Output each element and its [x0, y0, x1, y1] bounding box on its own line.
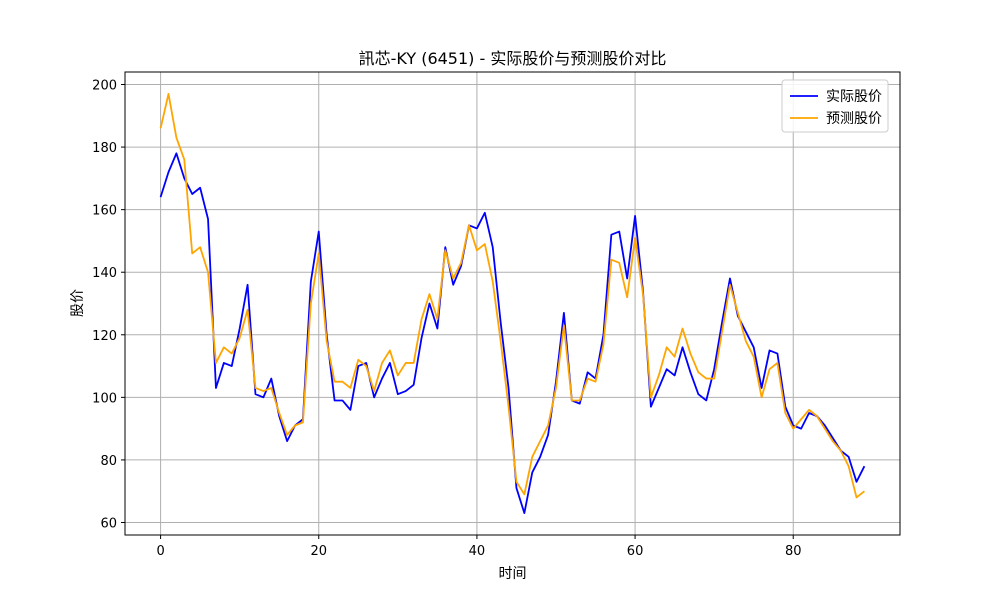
x-tick-label: 20 [310, 544, 327, 559]
x-tick-label: 60 [627, 544, 644, 559]
legend-label: 实际股价 [826, 89, 882, 105]
axis-ticks: 0 20 40 60 80 60 80 100 120 140 160 180 200 [92, 79, 801, 559]
y-tick-label: 100 [92, 391, 117, 406]
y-tick-label: 80 [100, 454, 117, 469]
chart-title: 訊芯-KY (6451) - 实际股价与预测股价对比 [359, 49, 667, 68]
y-tick-label: 160 [92, 204, 117, 219]
plot-series [159, 93, 866, 514]
series-line-predicted [159, 93, 865, 499]
legend-label: 预测股价 [826, 111, 882, 127]
legend-box [781, 79, 889, 133]
y-axis-label: 股价 [70, 289, 86, 317]
grid [125, 72, 900, 535]
y-tick-label: 120 [92, 329, 117, 344]
x-tick-label: 40 [469, 544, 486, 559]
y-tick-label: 60 [100, 516, 117, 531]
x-tick-label: 0 [156, 544, 164, 559]
x-tick-label: 80 [785, 544, 802, 559]
y-tick-label: 180 [92, 141, 117, 156]
y-tick-label: 140 [92, 266, 117, 281]
y-tick-label: 200 [92, 79, 117, 94]
plot-frame [124, 71, 901, 536]
x-axis-label: 时间 [499, 566, 527, 582]
